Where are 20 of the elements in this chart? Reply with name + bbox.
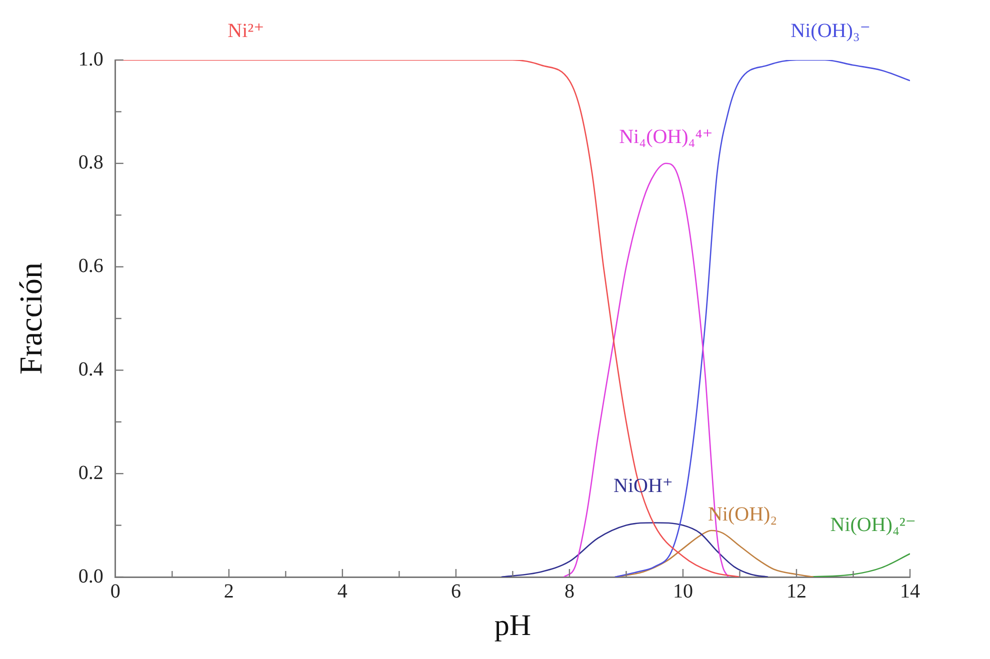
x-tick-label: 10: [672, 580, 693, 602]
y-tick-label: 1.0: [78, 48, 104, 70]
x-tick-label: 0: [110, 580, 120, 602]
y-tick-label: 0.8: [78, 152, 104, 174]
series-label: Ni(OH)₄²⁻: [830, 514, 916, 536]
series-label: Ni₄(OH)₄⁴⁺: [619, 126, 713, 148]
x-axis-title: pH: [494, 608, 532, 642]
y-tick-label: 0.4: [78, 358, 104, 380]
series-label: Ni²⁺: [228, 20, 264, 42]
x-tick-label: 12: [786, 580, 806, 602]
x-tick-label: 14: [900, 580, 920, 602]
x-tick-label: 4: [337, 580, 348, 602]
y-axis-title: Fracción: [12, 262, 49, 374]
series-label: Ni(OH)₃⁻: [790, 20, 870, 42]
y-tick-label: 0.2: [78, 462, 104, 484]
y-tick-label: 0.0: [78, 565, 104, 588]
x-tick-label: 2: [224, 580, 234, 602]
y-tick-label: 0.6: [78, 255, 104, 278]
x-tick-label: 8: [564, 580, 574, 602]
x-tick-label: 6: [450, 580, 461, 602]
